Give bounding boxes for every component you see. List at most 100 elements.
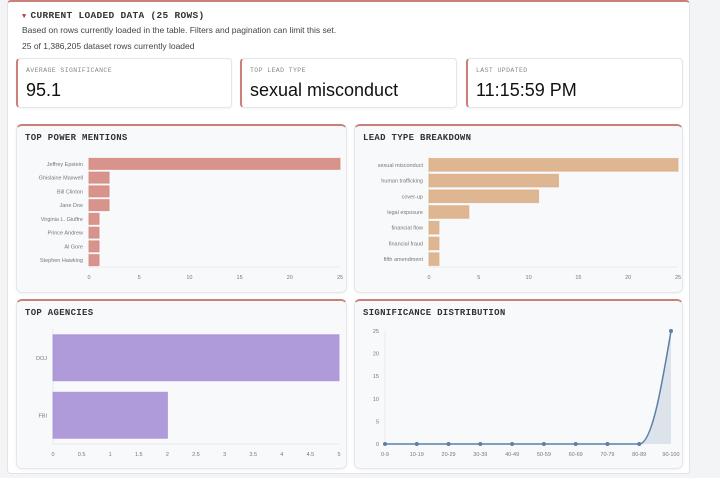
category-label: Stephen Hawking xyxy=(40,258,83,264)
tick-label: 10 xyxy=(526,275,532,281)
bar xyxy=(88,240,100,253)
bar xyxy=(88,254,100,267)
category-label: Prince Andrew xyxy=(48,231,83,237)
bar xyxy=(428,189,540,204)
bar xyxy=(428,220,440,235)
tick-label: 0.5 xyxy=(78,452,86,458)
category-label: 0-9 xyxy=(381,452,389,458)
agencies-chart: DOJ FBI 0 0.5 1 1.5 2 2.5 3 3.5 4 4.5 5 xyxy=(36,329,341,458)
category-label: DOJ xyxy=(36,356,47,362)
power-mentions-chart: Jeffrey Epstein Ghislaine Maxwell Bill Cli… xyxy=(39,157,343,281)
chart-title: SIGNIFICANCE DISTRIBUTION xyxy=(363,308,506,318)
tick-label: 3.5 xyxy=(249,452,257,458)
tick-label: 4.5 xyxy=(307,452,315,458)
category-label: FBI xyxy=(38,413,47,419)
category-label: Jane Doe xyxy=(59,203,83,209)
metric-value: 11:15:59 PM xyxy=(476,80,577,100)
tick-label: 20 xyxy=(625,275,631,281)
area-fill xyxy=(385,331,671,444)
data-point xyxy=(478,442,483,446)
tick-label: 15 xyxy=(575,275,581,281)
data-point xyxy=(414,442,419,446)
category-label: 90-100 xyxy=(662,452,679,458)
chart-lead-type-breakdown: LEAD TYPE BREAKDOWN sexual misconduct hum… xyxy=(354,124,683,293)
category-label: Al Gore xyxy=(64,244,83,250)
tick-label: 25 xyxy=(373,329,379,335)
tick-label: 15 xyxy=(237,275,243,281)
tick-label: 10 xyxy=(373,397,379,403)
bar xyxy=(88,199,110,212)
category-label: Jeffrey Epstein xyxy=(47,162,83,168)
category-label: human trafficking xyxy=(381,179,423,185)
triangle-down-icon: ▼ xyxy=(22,13,27,21)
metric-top-lead-type: TOP LEAD TYPE sexual misconduct xyxy=(240,58,457,108)
tick-label: 20 xyxy=(373,352,379,358)
bar xyxy=(428,236,440,251)
category-label: 60-69 xyxy=(569,452,583,458)
metric-label: AVERAGE SIGNIFICANCE xyxy=(26,67,113,74)
category-label: 30-39 xyxy=(473,452,487,458)
tick-label: 5 xyxy=(477,275,480,281)
category-label: financial flow xyxy=(392,226,424,232)
tick-label: 5 xyxy=(138,275,141,281)
category-label: financial fraud xyxy=(389,241,423,247)
data-point xyxy=(446,442,451,446)
tick-label: 5 xyxy=(376,419,379,425)
metric-value: sexual misconduct xyxy=(250,80,399,100)
data-point xyxy=(605,442,610,446)
data-point xyxy=(510,442,515,446)
chart-top-agencies: TOP AGENCIES DOJ FBI 0 0.5 1 1.5 2 2.5 3 3.5 4 4.5 5 xyxy=(16,299,347,469)
chart-title: TOP POWER MENTIONS xyxy=(25,133,128,143)
bar xyxy=(52,391,168,439)
tick-label: 0 xyxy=(51,452,54,458)
data-point xyxy=(383,442,387,446)
rows-count: 25 of 1,386,205 dataset rows currently l… xyxy=(22,41,195,51)
tick-label: 1.5 xyxy=(135,452,143,458)
metric-value: 95.1 xyxy=(26,80,62,100)
category-label: cover-up xyxy=(402,194,423,200)
tick-label: 2 xyxy=(166,452,169,458)
category-label: sexual misconduct xyxy=(378,163,424,169)
bar xyxy=(88,157,341,170)
tick-label: 0 xyxy=(87,275,90,281)
category-label: Bill Clinton xyxy=(57,189,83,195)
chart-title: LEAD TYPE BREAKDOWN xyxy=(363,133,472,143)
category-label: 70-79 xyxy=(600,452,614,458)
tick-label: 20 xyxy=(287,275,293,281)
bar xyxy=(428,158,679,172)
tick-label: 1 xyxy=(109,452,112,458)
category-label: 10-19 xyxy=(410,452,424,458)
tick-label: 3 xyxy=(223,452,226,458)
data-point xyxy=(637,442,642,446)
section-description: Based on rows currently loaded in the ta… xyxy=(22,25,337,35)
metric-last-updated: LAST UPDATED 11:15:59 PM xyxy=(466,58,683,108)
tick-label: 15 xyxy=(373,374,379,380)
category-label: 40-49 xyxy=(505,452,519,458)
significance-chart: 0 5 10 15 20 25 0-9 10-19 20-29 30-39 40-49 50-59 60… xyxy=(373,329,680,458)
chart-top-power-mentions: TOP POWER MENTIONS Jeffrey Epstein Ghisla… xyxy=(16,124,347,293)
metric-label: LAST UPDATED xyxy=(476,67,528,74)
bar xyxy=(88,212,100,225)
bar xyxy=(428,252,440,266)
bar xyxy=(428,173,559,188)
bar xyxy=(428,205,470,219)
tick-label: 5 xyxy=(337,452,340,458)
category-label: Ghislaine Maxwell xyxy=(39,176,83,182)
tick-label: 10 xyxy=(186,275,192,281)
metric-average-significance: AVERAGE SIGNIFICANCE 95.1 xyxy=(16,58,232,108)
category-label: 50-59 xyxy=(537,452,551,458)
section-toggle[interactable]: ▼ CURRENT LOADED DATA (25 ROWS) xyxy=(22,10,205,21)
tick-label: 25 xyxy=(675,275,681,281)
category-label: fifth amendment xyxy=(384,257,424,263)
category-label: 80-89 xyxy=(632,452,646,458)
tick-label: 4 xyxy=(280,452,283,458)
bar xyxy=(88,171,110,184)
tick-label: 2.5 xyxy=(192,452,200,458)
lead-type-chart: sexual misconduct human trafficking cover-… xyxy=(378,157,681,281)
chart-title: TOP AGENCIES xyxy=(25,308,94,318)
tick-label: 25 xyxy=(337,275,343,281)
data-point xyxy=(541,442,546,446)
data-point xyxy=(573,442,578,446)
chart-significance-distribution: SIGNIFICANCE DISTRIBUTION 0 5 10 15 20 25 0-9 1… xyxy=(354,299,683,469)
bar xyxy=(88,185,110,198)
